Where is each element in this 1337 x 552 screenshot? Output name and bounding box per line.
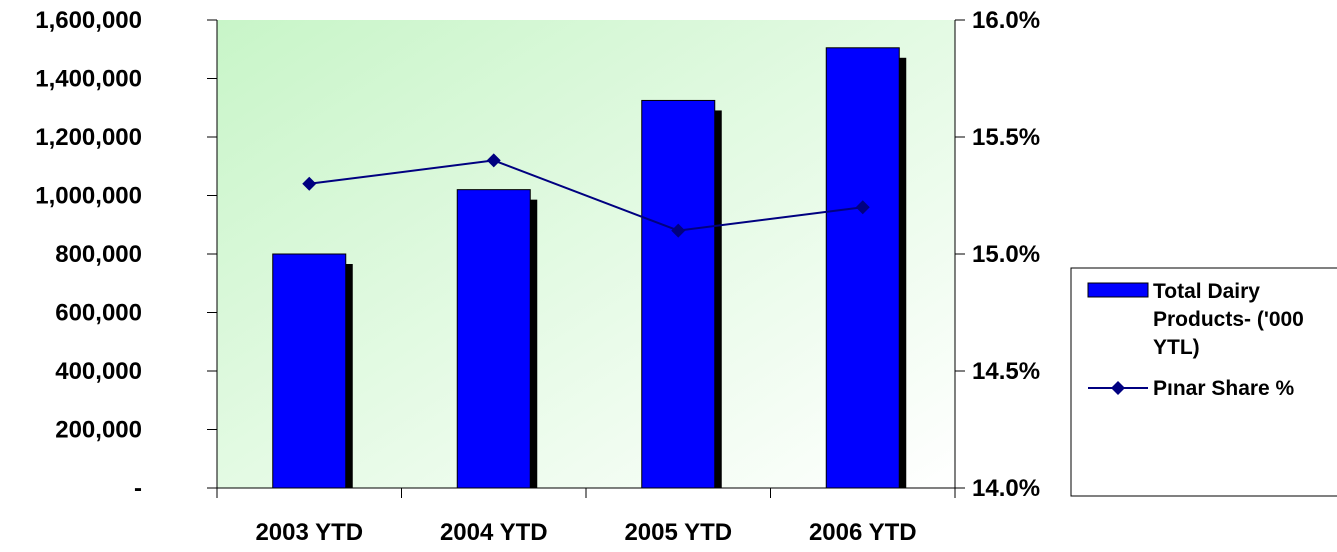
legend-bar-label: Products- ('000 xyxy=(1153,308,1304,331)
bars-layer xyxy=(272,47,907,489)
y-left-tick-label: 1,400,000 xyxy=(35,66,142,93)
legend-line-marker xyxy=(1111,381,1125,395)
y-left-tick-label: 400,000 xyxy=(55,358,142,385)
line-layer xyxy=(302,153,870,238)
legend-bar-swatch xyxy=(1087,282,1149,298)
x-tick-label: 2006 YTD xyxy=(809,519,917,546)
bar xyxy=(641,99,716,489)
share-line xyxy=(309,159,863,232)
share-marker xyxy=(855,200,870,215)
legend-bar-label: YTL) xyxy=(1153,336,1200,359)
y-left-tick-label: 200,000 xyxy=(55,417,142,444)
axes-layer: - 200,000 400,000 600,000 800,000 1,000,000 1,… xyxy=(35,7,1040,546)
y-left-tick-label: 1,200,000 xyxy=(35,124,142,151)
x-tick-label: 2005 YTD xyxy=(624,519,732,546)
y-right-tick-label: 14.0% xyxy=(972,475,1040,502)
y-right-tick-label: 15.5% xyxy=(972,124,1040,151)
y-left-tick-label: 600,000 xyxy=(55,300,142,327)
bar xyxy=(456,189,531,489)
share-marker xyxy=(486,153,501,168)
legend-line-label: Pınar Share % xyxy=(1153,377,1295,400)
y-left-tick-label: 800,000 xyxy=(55,241,142,268)
legend-box xyxy=(1070,267,1337,497)
y-right-tick-label: 15.0% xyxy=(972,241,1040,268)
bar xyxy=(272,253,347,489)
legend: Total Dairy Products- ('000 YTL) Pınar Shar… xyxy=(1070,267,1337,497)
legend-bar-label: Total Dairy xyxy=(1153,280,1260,303)
y-left-tick-label: - xyxy=(134,475,142,502)
y-right-tick-label: 16.0% xyxy=(972,7,1040,34)
x-tick-label: 2004 YTD xyxy=(440,519,548,546)
share-marker xyxy=(302,176,317,191)
y-left-tick-label: 1,000,000 xyxy=(35,183,142,210)
share-marker xyxy=(671,223,686,238)
x-tick-label: 2003 YTD xyxy=(255,519,363,546)
y-left-tick-label: 1,600,000 xyxy=(35,7,142,34)
bar xyxy=(825,47,900,489)
y-right-tick-label: 14.5% xyxy=(972,358,1040,385)
